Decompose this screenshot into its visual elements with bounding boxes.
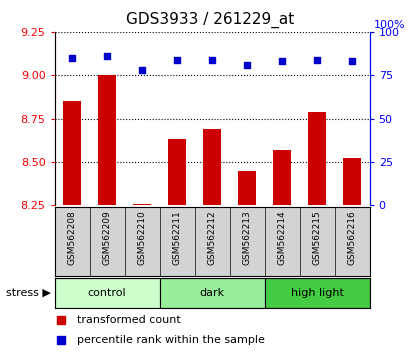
Bar	[265, 278, 370, 308]
Bar	[134, 204, 151, 205]
Text: GSM562214: GSM562214	[278, 211, 286, 265]
Point	[314, 57, 320, 62]
Bar	[203, 129, 221, 205]
Text: GSM562211: GSM562211	[173, 211, 181, 265]
Bar	[98, 75, 116, 205]
Text: 100%: 100%	[374, 20, 405, 30]
Bar	[160, 278, 265, 308]
Text: high light: high light	[291, 288, 344, 298]
Text: GSM562216: GSM562216	[348, 211, 357, 265]
Text: stress ▶: stress ▶	[5, 288, 50, 298]
Point	[139, 67, 145, 73]
Point	[349, 58, 355, 64]
Bar	[239, 171, 256, 205]
Text: GSM562212: GSM562212	[207, 211, 217, 265]
Point	[174, 57, 181, 62]
Text: dark: dark	[200, 288, 225, 298]
Bar	[168, 139, 186, 205]
Point	[69, 55, 76, 61]
Bar	[273, 150, 291, 205]
Text: GSM562213: GSM562213	[243, 211, 252, 265]
Point	[209, 57, 215, 62]
Bar	[63, 101, 81, 205]
Text: GDS3933 / 261229_at: GDS3933 / 261229_at	[126, 12, 294, 28]
Text: transformed count: transformed count	[77, 315, 181, 325]
Text: GSM562215: GSM562215	[312, 211, 322, 265]
Point	[244, 62, 250, 68]
Text: control: control	[88, 288, 126, 298]
Text: percentile rank within the sample: percentile rank within the sample	[77, 335, 265, 345]
Point	[58, 337, 64, 343]
Point	[279, 58, 286, 64]
Text: GSM562210: GSM562210	[138, 211, 147, 265]
Text: GSM562209: GSM562209	[102, 211, 112, 265]
Point	[58, 317, 64, 323]
Point	[104, 53, 110, 59]
Text: GSM562208: GSM562208	[68, 211, 76, 265]
Bar	[55, 278, 160, 308]
Bar	[308, 112, 326, 205]
Bar	[344, 159, 361, 205]
